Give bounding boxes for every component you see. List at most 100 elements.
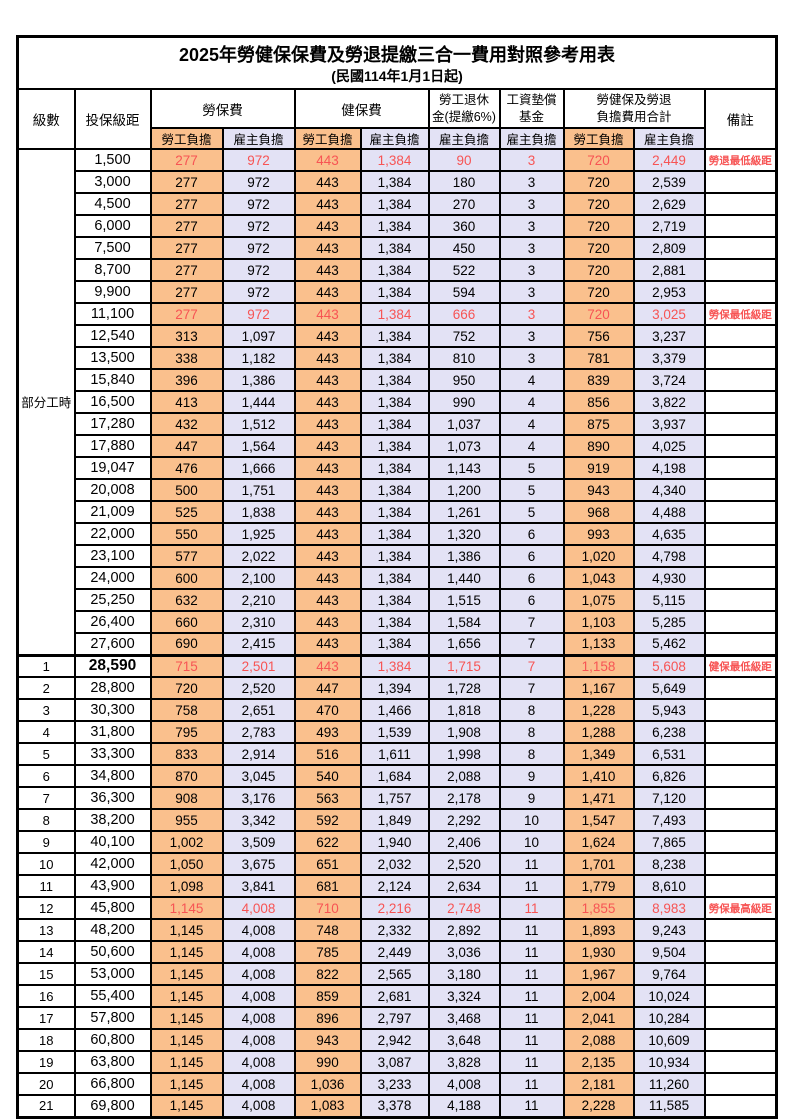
cell-pension-employer: 950 [427,368,501,392]
cell-labor-employer: 1,751 [221,478,296,502]
cell-health-employee: 822 [293,962,362,986]
cell-pension-employer: 990 [427,390,501,414]
cell-pension-employer: 752 [427,324,501,348]
cell-pension-employer: 360 [427,214,501,238]
table-row: 20,008 500 1,751 443 1,384 1,200 5 943 4,340 [18,478,778,502]
cell-health-employer: 1,384 [359,522,430,546]
cell-remark [703,918,778,942]
cell-health-employer: 2,797 [359,1006,430,1030]
row-group-label-part-time: 部分工時 [16,148,76,656]
cell-labor-employee: 1,145 [149,918,224,942]
premium-table: 2025年勞健保保費及勞退提繳三合一費用對照參考用表 (民國114年1月1日起)… [16,35,779,1119]
cell-pension-employer: 4,008 [427,1072,501,1096]
cell-bracket: 42,000 [73,852,152,876]
cell-remark [703,808,778,832]
cell-labor-employer: 4,008 [221,1094,296,1118]
cell-pension-employer: 1,715 [427,653,501,678]
cell-total-employer: 4,198 [632,456,706,480]
cell-health-employer: 2,332 [359,918,430,942]
cell-health-employer: 1,394 [359,676,430,700]
cell-labor-employer: 3,342 [221,808,296,832]
cell-total-employer: 11,260 [632,1072,706,1096]
cell-wage-fund-employer: 8 [498,720,565,744]
table-row: 13,500 338 1,182 443 1,384 810 3 781 3,379 [18,346,778,370]
cell-total-employer: 10,934 [632,1050,706,1074]
cell-pension-employer: 1,261 [427,500,501,524]
cell-health-employer: 2,124 [359,874,430,898]
cell-total-employer: 5,462 [632,632,706,656]
cell-pension-employer: 2,892 [427,918,501,942]
cell-remark [703,1006,778,1030]
cell-total-employee: 2,135 [562,1050,635,1074]
cell-remark [703,324,778,348]
cell-health-employer: 1,849 [359,808,430,832]
cell-total-employer: 11,585 [632,1094,706,1118]
cell-total-employer: 3,724 [632,368,706,392]
cell-pension-employer: 666 [427,302,501,326]
cell-bracket: 16,500 [73,390,152,414]
table-body: 部分工時 1,500 277 972 443 1,384 90 3 720 2,449 勞退最低級距… [16,148,778,1118]
page-subtitle: (民國114年1月1日起) [331,67,463,84]
cell-labor-employer: 972 [221,214,296,238]
cell-pension-employer: 3,468 [427,1006,501,1030]
cell-wage-fund-employer: 6 [498,588,565,612]
cell-remark [703,214,778,238]
cell-bracket: 31,800 [73,720,152,744]
cell-total-employee: 1,893 [562,918,635,942]
table-row: 9 40,100 1,002 3,509 622 1,940 2,406 10 1,624 7,8… [16,830,778,854]
cell-bracket: 15,840 [73,368,152,392]
table-row: 17 57,800 1,145 4,008 896 2,797 3,468 11 2,041 10… [16,1006,778,1030]
cell-remark: 勞保最低級距 [703,302,778,326]
cell-remark [703,940,778,964]
cell-total-employee: 1,043 [562,566,635,590]
cell-total-employee: 1,133 [562,632,635,656]
cell-labor-employee: 396 [149,368,224,392]
cell-total-employee: 1,349 [562,742,635,766]
cell-total-employer: 2,881 [632,258,706,282]
cell-health-employee: 651 [293,852,362,876]
cell-total-employer: 2,719 [632,214,706,238]
table-row: 27,600 690 2,415 443 1,384 1,656 7 1,133 5,462 [18,632,778,656]
cell-remark [703,170,778,194]
cell-labor-employee: 413 [149,390,224,414]
cell-labor-employee: 500 [149,478,224,502]
cell-level: 9 [16,830,76,854]
cell-wage-fund-employer: 11 [498,874,565,898]
cell-remark [703,588,778,612]
cell-health-employer: 1,384 [359,280,430,304]
cell-labor-employer: 2,100 [221,566,296,590]
subheader-wage-fund-employer: 雇主負擔 [498,127,565,150]
col-header-labor-insurance: 勞保費 [149,88,296,129]
cell-labor-employee: 1,145 [149,1094,224,1118]
cell-pension-employer: 1,143 [427,456,501,480]
col-header-wage-fund: 工資墊償 基金 [498,88,565,129]
cell-remark [703,786,778,810]
cell-wage-fund-employer: 10 [498,808,565,832]
cell-level: 21 [16,1094,76,1118]
cell-health-employer: 1,384 [359,434,430,458]
cell-total-employer: 2,953 [632,280,706,304]
cell-pension-employer: 1,440 [427,566,501,590]
cell-labor-employer: 4,008 [221,984,296,1008]
table-row: 26,400 660 2,310 443 1,384 1,584 7 1,103 5,285 [18,610,778,634]
cell-labor-employer: 1,182 [221,346,296,370]
table-row: 15,840 396 1,386 443 1,384 950 4 839 3,724 [18,368,778,392]
cell-labor-employer: 4,008 [221,896,296,920]
cell-level: 8 [16,808,76,832]
cell-total-employee: 1,547 [562,808,635,832]
cell-total-employer: 5,943 [632,698,706,722]
cell-health-employee: 443 [293,653,362,678]
cell-labor-employee: 1,145 [149,896,224,920]
cell-remark [703,1050,778,1074]
cell-total-employer: 4,025 [632,434,706,458]
cell-level: 2 [16,676,76,700]
cell-total-employee: 2,004 [562,984,635,1008]
cell-labor-employee: 1,002 [149,830,224,854]
cell-pension-employer: 1,728 [427,676,501,700]
cell-bracket: 63,800 [73,1050,152,1074]
cell-labor-employee: 277 [149,170,224,194]
cell-level: 6 [16,764,76,788]
header-sub-row: 勞工負擔 雇主負擔 勞工負擔 雇主負擔 雇主負擔 雇主負擔 勞工負擔 雇主負擔 [18,127,777,150]
cell-pension-employer: 3,324 [427,984,501,1008]
cell-pension-employer: 1,037 [427,412,501,436]
